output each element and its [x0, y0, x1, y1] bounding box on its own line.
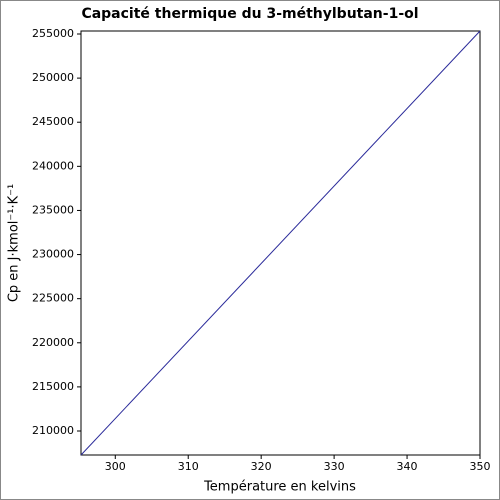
chart-title: Capacité thermique du 3-méthylbutan-1-ol [81, 6, 418, 22]
x-tick-label: 310 [178, 460, 199, 473]
y-tick-label: 245000 [32, 115, 74, 128]
y-tick-label: 240000 [32, 159, 74, 172]
y-tick-label: 230000 [32, 248, 74, 261]
x-tick-label: 340 [397, 460, 418, 473]
x-axis-label: Température en kelvins [203, 480, 356, 495]
y-tick-label: 255000 [32, 27, 74, 40]
y-tick-label: 235000 [32, 203, 74, 216]
y-tick-label: 215000 [32, 380, 74, 393]
line [80, 30, 481, 456]
y-tick-label: 250000 [32, 71, 74, 84]
y-tick-label: 210000 [32, 424, 74, 437]
y-tick-label: 225000 [32, 292, 74, 305]
x-tick-label: 300 [105, 460, 126, 473]
x-tick-label: 350 [470, 460, 491, 473]
y-tick-label: 220000 [32, 336, 74, 349]
x-tick-label: 320 [251, 460, 272, 473]
x-tick-label: 330 [324, 460, 345, 473]
y-axis-label: Cp en J·kmol⁻¹·K⁻¹ [7, 184, 22, 302]
plot-area [80, 30, 481, 456]
